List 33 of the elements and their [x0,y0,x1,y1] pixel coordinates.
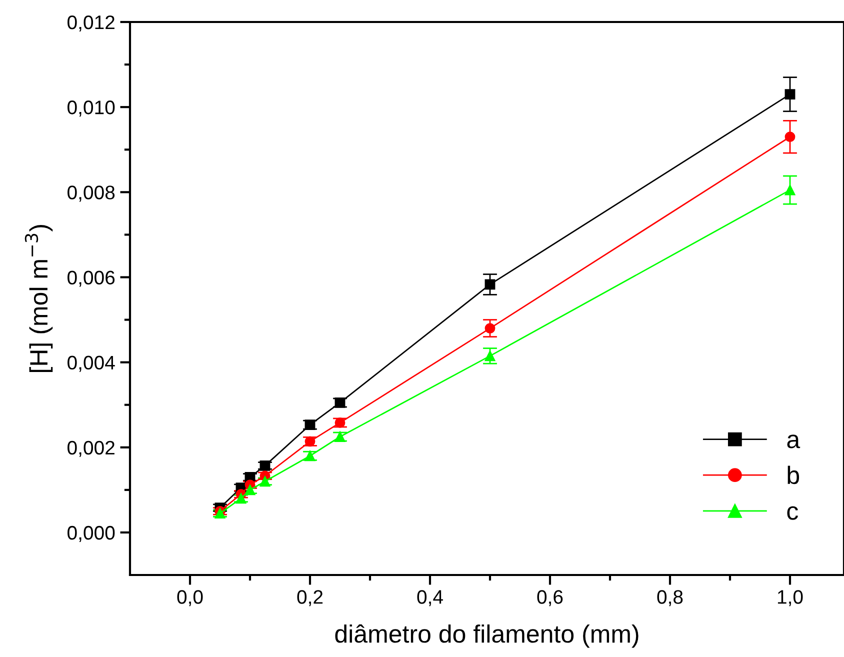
x-tick-label: 0,2 [297,590,323,606]
point [784,132,796,142]
y-tick-label: 0,012 [68,15,114,32]
point [304,420,316,430]
point [484,279,496,290]
legend-label: c [787,506,798,520]
x-tick-label: 0,6 [537,590,563,606]
x-tick-label: 0,0 [177,590,203,606]
point [484,323,496,334]
point [484,350,496,362]
point [260,460,270,471]
point [334,418,346,428]
x-tick-label: 1,0 [778,590,803,606]
point [334,398,346,408]
y-axis-title: [H] (mol m$^{−3}$) [24,224,53,372]
point [784,184,796,196]
x-axis-title: diâmetro do filamento (mm) [335,624,638,648]
y-tick-label: 0,010 [68,100,115,117]
y-tick-label: 0,002 [68,440,114,457]
legend-label: b [788,466,800,484]
x-tick-label: 0,4 [417,590,443,606]
point [304,436,316,447]
point [304,450,316,462]
point [214,508,226,519]
point [334,432,346,442]
y-tick-label: 0,004 [68,356,115,372]
point [784,89,796,100]
legend-label: a [787,434,800,448]
y-tick-label: 0,008 [68,186,115,202]
y-tick-label: 0,000 [68,526,115,542]
x-tick-label: 0,8 [657,590,683,606]
point [236,493,246,504]
y-tick-label: 0,006 [68,270,115,287]
